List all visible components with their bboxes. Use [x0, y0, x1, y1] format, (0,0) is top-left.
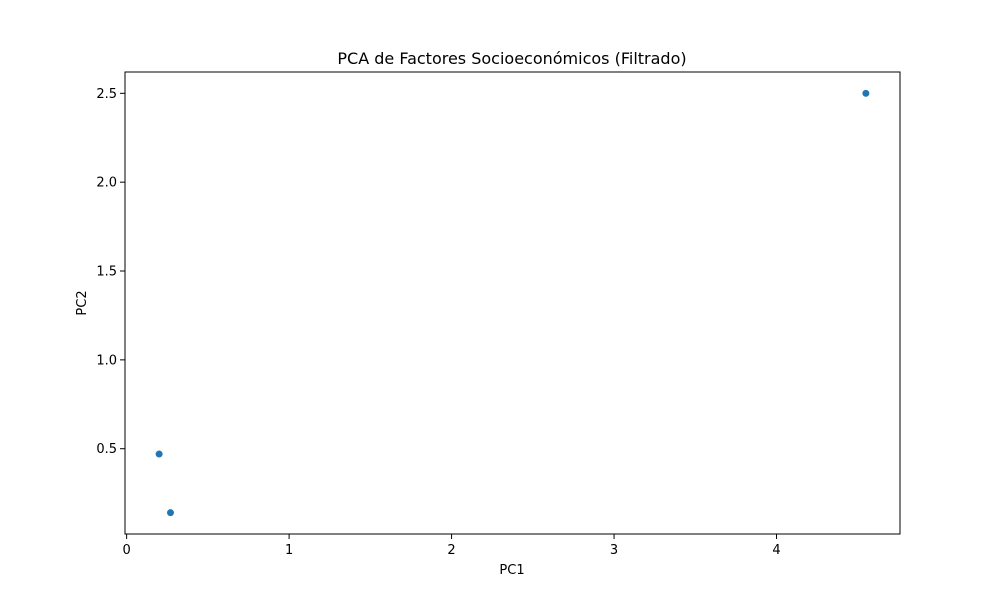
- x-tick-label: 4: [772, 543, 780, 558]
- scatter-point: [155, 450, 163, 458]
- scatter-point: [862, 89, 870, 97]
- x-tick-label: 0: [122, 543, 130, 558]
- y-ticks: 0.5 1.0 1.5 2.0 2.5: [96, 87, 125, 457]
- scatter-point: [166, 509, 174, 517]
- scatter-points: [155, 89, 870, 517]
- chart-title: PCA de Factores Socioeconómicos (Filtrad…: [337, 49, 686, 68]
- x-ticks: 0 1 2 3 4: [122, 534, 781, 558]
- y-tick-label: 0.5: [96, 442, 117, 457]
- y-tick-label: 2.0: [96, 176, 117, 191]
- y-axis-label: PC2: [75, 290, 90, 315]
- x-tick-label: 2: [447, 543, 455, 558]
- y-tick-label: 2.5: [96, 87, 117, 102]
- x-tick-label: 3: [610, 543, 618, 558]
- x-tick-label: 1: [285, 543, 293, 558]
- plot-frame: [124, 71, 901, 535]
- y-tick-label: 1.5: [96, 265, 117, 280]
- y-tick-label: 1.0: [96, 353, 117, 368]
- x-axis-label: PC1: [499, 563, 524, 578]
